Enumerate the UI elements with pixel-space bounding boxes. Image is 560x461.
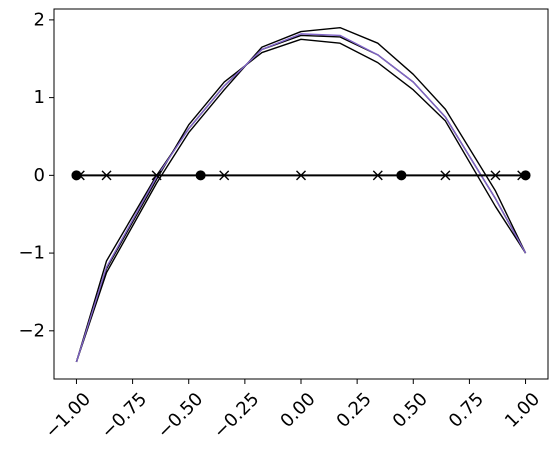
y-tick-label-5: 2: [34, 9, 45, 30]
x-tick-label-3: −0.50: [153, 389, 207, 443]
series-line-4: [75, 33, 527, 363]
series-line-3: [75, 38, 527, 363]
dot-marker-1: [71, 170, 82, 181]
series-lines: [75, 26, 527, 363]
x-marker-7: [440, 170, 451, 181]
x-tick-label-7: 0.50: [389, 389, 432, 432]
x-marker-3: [151, 170, 162, 181]
x-tick-label-1: −1.00: [41, 389, 95, 443]
x-tick-label-6: 0.25: [333, 389, 376, 432]
dot-marker-2: [195, 170, 206, 181]
x-tick-label-5: 0.00: [276, 389, 319, 432]
x-tick-label-2: −0.75: [97, 389, 151, 443]
x-marker-5: [296, 170, 306, 181]
x-tick-label-8: 0.75: [445, 389, 488, 432]
plot-frame: [53, 8, 549, 380]
y-tick-label-3: 0: [34, 165, 45, 186]
x-marker-8: [490, 170, 501, 181]
axis-ticks: [49, 19, 527, 384]
dot-marker-4: [520, 170, 531, 181]
dot-marker-3: [396, 170, 407, 181]
x-marker-6: [372, 170, 383, 181]
x-marker-4: [219, 170, 230, 181]
x-tick-label-4: −0.25: [210, 389, 264, 443]
y-tick-label-4: 1: [34, 87, 45, 108]
point-markers: [71, 170, 531, 181]
y-tick-label-2: −1: [18, 243, 45, 264]
y-tick-label-1: −2: [18, 320, 45, 341]
x-tick-label-9: 1.00: [501, 389, 544, 432]
tick-labels: −1.00 −0.75 −0.50 −0.25 0.00 0.25 0.50 0.75 1.00…: [18, 9, 544, 442]
x-marker-2: [101, 170, 112, 181]
series-line-2: [75, 26, 527, 363]
